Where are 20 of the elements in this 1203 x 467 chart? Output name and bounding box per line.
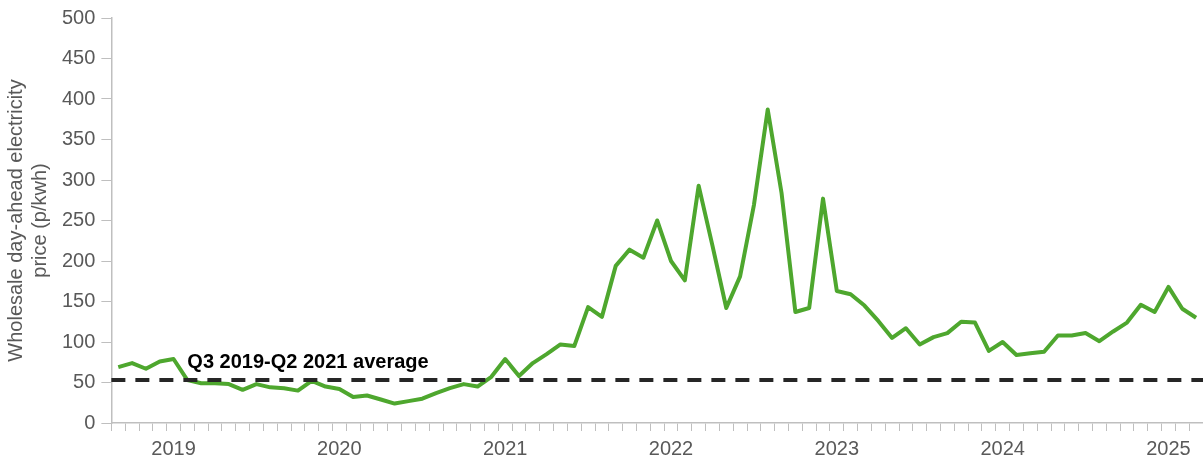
x-tick-label: 2023 <box>814 436 860 459</box>
y-tick-label: 100 <box>61 329 96 352</box>
y-tick-label: 450 <box>61 46 96 69</box>
y-tick-label: 400 <box>61 86 96 109</box>
x-tick-label: 2025 <box>1146 436 1191 459</box>
y-tick-label: 500 <box>61 5 96 28</box>
y-tick-label: 50 <box>73 370 96 393</box>
y-tick-label: 250 <box>61 208 96 231</box>
x-tick-label: 2022 <box>648 436 694 459</box>
y-tick-label: 200 <box>61 248 96 271</box>
x-tick-label: 2024 <box>980 436 1025 459</box>
x-tick-label: 2019 <box>151 436 196 459</box>
ref-line-label: Q3 2019-Q2 2021 average <box>187 349 429 372</box>
y-axis-title: Wholesale day-ahead electricity price (p/kwh) <box>3 79 50 362</box>
x-tick-label: 2021 <box>482 436 528 459</box>
y-tick-label: 0 <box>84 410 96 433</box>
y-tick-label: 350 <box>61 127 96 150</box>
y-tick-label: 300 <box>61 167 96 190</box>
y-tick-label: 150 <box>61 289 96 312</box>
x-tick-label: 2020 <box>317 436 362 459</box>
